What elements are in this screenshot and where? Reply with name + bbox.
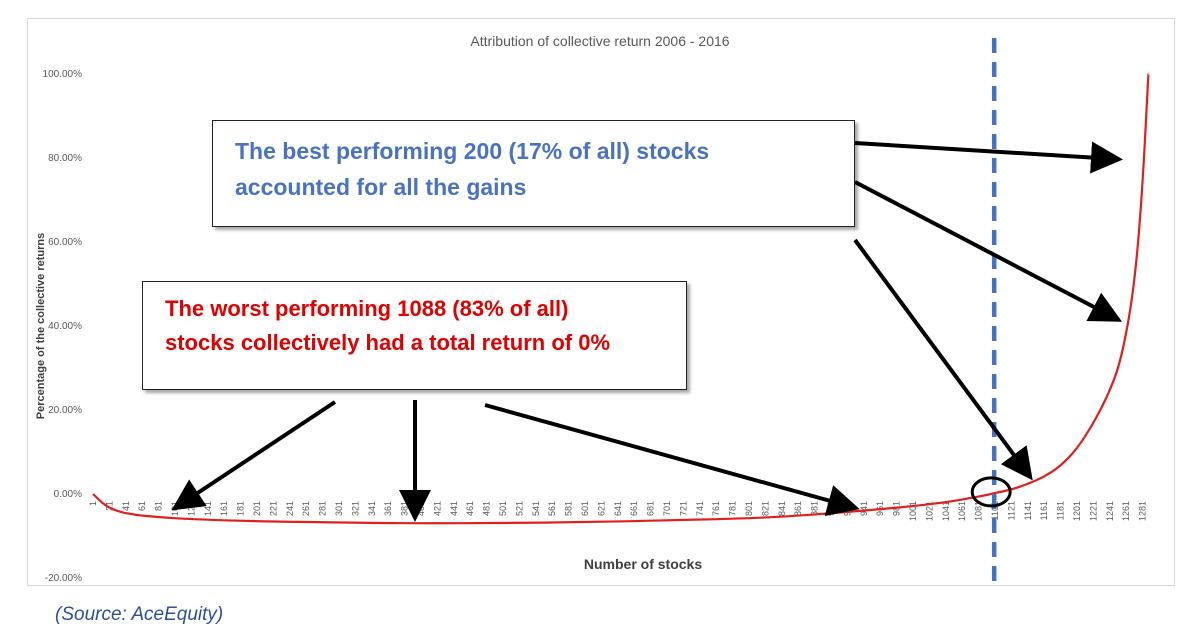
x-tick-label: 1161 <box>1039 501 1049 520</box>
x-tick-label: 601 <box>580 501 590 516</box>
x-tick-label: 1201 <box>1072 501 1082 521</box>
x-tick-label: 741 <box>695 501 705 516</box>
x-tick-label: 701 <box>662 501 672 516</box>
worst-callout-line-2: stocks collectively had a total return o… <box>165 330 611 355</box>
x-tick-label: 61 <box>137 501 147 511</box>
x-tick-label: 881 <box>810 501 820 516</box>
x-tick-label: 841 <box>777 501 787 516</box>
x-tick-label: 181 <box>236 501 246 516</box>
x-tick-label: 661 <box>629 501 639 516</box>
x-tick-label: 361 <box>383 501 393 516</box>
y-tick-label: -20.00% <box>45 573 82 584</box>
x-tick-label: 41 <box>121 501 131 511</box>
y-axis-ticks: 100.00% 80.00% 60.00% 40.00% 20.00% 0.00% -20.… <box>43 69 83 584</box>
x-tick-label: 501 <box>498 501 508 516</box>
x-tick-label: 201 <box>252 501 262 516</box>
y-tick-label: 0.00% <box>54 489 82 500</box>
x-tick-label: 141 <box>203 501 213 516</box>
arrow-worst-left <box>171 400 337 511</box>
source-note: (Source: AceEquity) <box>55 604 224 625</box>
x-tick-label: 441 <box>449 501 459 516</box>
x-axis-ticks: 1 21 41 61 81 101 121 141 161 181 201 221 241 261 281 3… <box>88 501 1148 521</box>
x-tick-label: 1221 <box>1088 501 1098 521</box>
best-callout-line-2: accounted for all the gains <box>235 174 527 200</box>
arrow-best-top <box>854 141 1123 174</box>
x-tick-label: 581 <box>564 501 574 516</box>
x-tick-label: 521 <box>514 501 524 516</box>
x-tick-label: 341 <box>367 501 377 516</box>
x-tick-label: 241 <box>285 501 295 516</box>
x-tick-label: 1281 <box>1138 501 1148 521</box>
y-axis-label: Percentage of the collective returns <box>35 233 47 419</box>
y-tick-label: 100.00% <box>43 69 83 80</box>
chart-title: Attribution of collective return 2006 - … <box>470 33 729 49</box>
x-tick-label: 641 <box>613 501 623 516</box>
x-tick-label: 461 <box>465 501 475 516</box>
x-axis-label: Number of stocks <box>584 556 702 572</box>
x-tick-label: 681 <box>646 501 656 516</box>
x-tick-label: 161 <box>219 501 229 516</box>
x-tick-label: 421 <box>432 501 442 516</box>
x-tick-label: 1121 <box>1006 501 1016 520</box>
best-performers-callout: The best performing 200 (17% of all) sto… <box>212 120 855 227</box>
breakeven-circle <box>970 476 1012 508</box>
x-tick-label: 281 <box>318 501 328 516</box>
x-tick-label: 781 <box>728 501 738 516</box>
x-tick-label: 121 <box>186 501 196 516</box>
series-line <box>92 73 1150 525</box>
x-tick-label: 1181 <box>1056 501 1066 520</box>
x-tick-label: 401 <box>416 501 426 516</box>
arrow-best-middle <box>854 180 1123 322</box>
x-tick-label: 1061 <box>957 501 967 521</box>
x-tick-label: 481 <box>482 501 492 516</box>
x-tick-label: 321 <box>350 501 360 516</box>
arrow-worst-right <box>484 403 860 516</box>
x-tick-label: 301 <box>334 501 344 516</box>
x-tick-label: 1021 <box>924 501 934 521</box>
x-tick-label: 261 <box>301 501 311 516</box>
arrow-best-lower <box>853 238 1033 481</box>
x-tick-label: 1 <box>88 501 98 506</box>
x-tick-label: 381 <box>400 501 410 516</box>
x-tick-label: 541 <box>531 501 541 516</box>
annotation-arrows <box>171 141 1123 522</box>
x-tick-label: 1081 <box>974 501 984 521</box>
y-tick-label: 60.00% <box>48 237 82 248</box>
x-tick-label: 101 <box>170 501 180 516</box>
x-tick-label: 821 <box>760 501 770 516</box>
best-callout-line-1: The best performing 200 (17% of all) sto… <box>235 138 710 164</box>
x-tick-label: 861 <box>793 501 803 516</box>
x-tick-label: 561 <box>547 501 557 516</box>
y-tick-label: 40.00% <box>48 321 82 332</box>
x-tick-label: 1141 <box>1023 501 1033 520</box>
x-tick-label: 21 <box>104 501 114 511</box>
worst-performers-callout: The worst performing 1088 (83% of all) s… <box>142 281 687 390</box>
x-tick-label: 1241 <box>1105 501 1115 521</box>
y-tick-label: 80.00% <box>48 153 82 164</box>
x-tick-label: 1101 <box>990 501 1000 520</box>
x-tick-label: 761 <box>711 501 721 516</box>
x-tick-label: 941 <box>859 501 869 516</box>
x-tick-label: 721 <box>678 501 688 516</box>
x-tick-label: 1001 <box>908 501 918 521</box>
worst-callout-line-1: The worst performing 1088 (83% of all) <box>165 296 569 321</box>
x-tick-label: 1041 <box>941 501 951 521</box>
x-tick-label: 621 <box>596 501 606 516</box>
x-tick-label: 81 <box>154 501 164 511</box>
x-tick-label: 801 <box>744 501 754 516</box>
x-tick-label: 221 <box>268 501 278 516</box>
x-tick-label: 1261 <box>1121 501 1131 521</box>
y-tick-label: 20.00% <box>48 405 82 416</box>
